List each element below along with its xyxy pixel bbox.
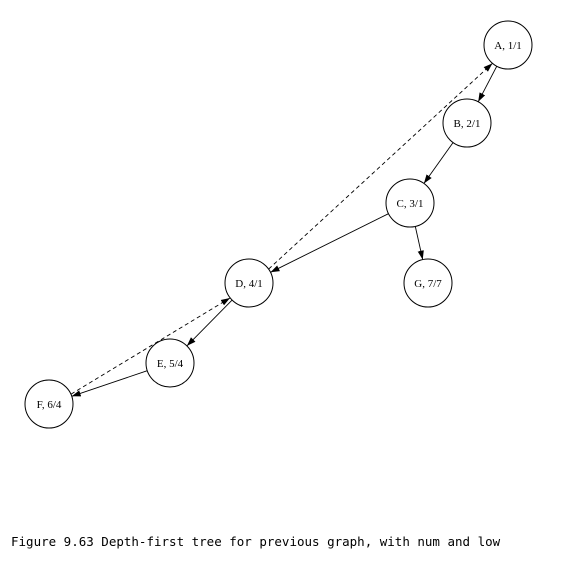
node-a: A, 1/1 <box>483 20 533 70</box>
node-label-c: C, 3/1 <box>397 198 424 210</box>
node-label-a: A, 1/1 <box>494 40 522 52</box>
figure-caption: Figure 9.63 Depth-first tree for previou… <box>11 534 501 549</box>
node-c: C, 3/1 <box>385 178 435 228</box>
node-g: G, 7/7 <box>403 258 453 308</box>
tree-edge-b-c <box>423 142 454 184</box>
tree-edge-e-f <box>71 370 148 397</box>
node-layer: A, 1/1 B, 2/1 C, 3/1 D, 4/1 E, 5/4 F, 6/4 G, 7… <box>24 20 533 429</box>
tree-edge-a-b <box>477 65 498 103</box>
node-label-d: D, 4/1 <box>235 278 263 290</box>
node-circle-d <box>224 258 274 308</box>
tree-edge-d-e <box>186 299 233 347</box>
node-f: F, 6/4 <box>24 379 74 429</box>
back-edge-d-a <box>268 63 493 270</box>
node-d: D, 4/1 <box>224 258 274 308</box>
node-circle-e <box>145 338 195 388</box>
edge-layer <box>70 63 498 397</box>
node-label-b: B, 2/1 <box>454 118 481 130</box>
node-label-f: F, 6/4 <box>37 399 62 411</box>
node-label-g: G, 7/7 <box>414 278 442 290</box>
node-circle-a <box>483 20 533 70</box>
node-circle-b <box>442 98 492 148</box>
node-circle-f <box>24 379 74 429</box>
node-b: B, 2/1 <box>442 98 492 148</box>
node-circle-c <box>385 178 435 228</box>
back-edge-f-d <box>70 297 231 395</box>
node-label-e: E, 5/4 <box>157 358 184 370</box>
node-circle-g <box>403 258 453 308</box>
tree-edge-c-g <box>414 226 424 260</box>
node-e: E, 5/4 <box>145 338 195 388</box>
tree-edge-c-d <box>270 213 389 273</box>
